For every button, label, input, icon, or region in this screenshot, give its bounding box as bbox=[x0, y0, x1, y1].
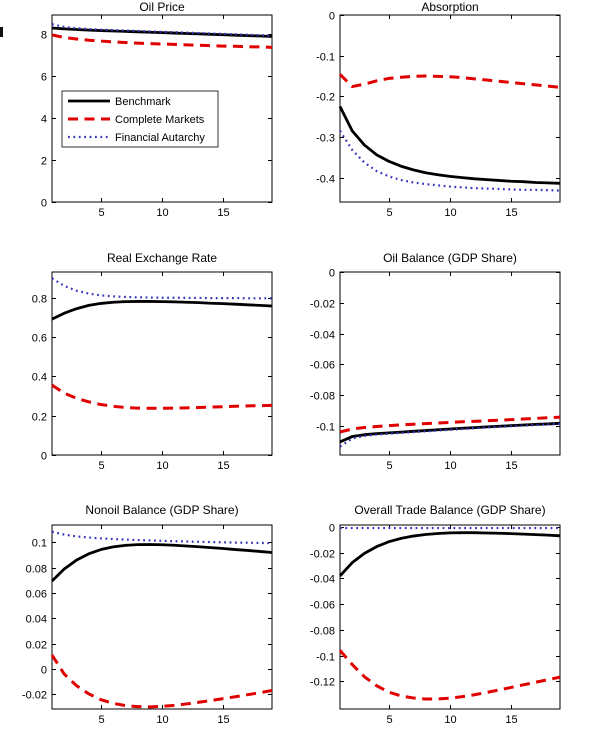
y-tick-label: 0 bbox=[329, 11, 335, 23]
series-line-financial_autarchy bbox=[51, 23, 273, 37]
legend-label-benchmark: Benchmark bbox=[115, 96, 171, 108]
x-tick-label: 10 bbox=[444, 460, 456, 472]
x-tick-label: 15 bbox=[217, 714, 229, 726]
series-line-financial_autarchy bbox=[339, 130, 561, 192]
legend-label-financial_autarchy: Financial Autarchy bbox=[115, 132, 205, 144]
plot-box bbox=[51, 524, 273, 710]
chart-absorption: 5 10 15 0 -0.1 -0.2 -0.3 -0.4 bbox=[300, 0, 600, 235]
y-tick-label: 0.8 bbox=[32, 294, 47, 306]
series-line-complete_markets bbox=[51, 33, 273, 49]
chart-svg-absorption: 5 10 15 0 -0.1 -0.2 -0.3 -0.4 bbox=[316, 11, 561, 219]
series-line-complete_markets bbox=[50, 654, 273, 709]
x-tick-label: 5 bbox=[98, 714, 104, 726]
chart-oil-balance: 5 10 15 0 -0.02 -0.04 -0.06 -0.08 -0.1 bbox=[300, 240, 600, 475]
x-tick-label: 15 bbox=[217, 460, 229, 472]
series-line-benchmark bbox=[338, 531, 561, 577]
series-line-complete_markets bbox=[339, 415, 561, 434]
y-tick-label: 0 bbox=[41, 665, 47, 677]
y-tick-label: 6 bbox=[41, 72, 47, 84]
y-tick-label: -0.1 bbox=[316, 652, 335, 664]
y-tick-label: -0.06 bbox=[310, 600, 335, 612]
y-tick-label: -0.4 bbox=[316, 174, 335, 186]
x-tick-label: 15 bbox=[505, 714, 517, 726]
chart-title-real-exchange-rate: Real Exchange Rate bbox=[106, 251, 218, 265]
legend-label-complete_markets: Complete Markets bbox=[115, 114, 205, 126]
chart-svg-overall-trade-balance: 5 10 15 0 -0.02 -0.04 -0.06 -0.08 -0.1 -0.12 bbox=[310, 523, 561, 726]
chart-real-exchange-rate: 5 10 15 0 0.2 0.4 0.6 0.8 bbox=[0, 240, 300, 475]
series-line-financial_autarchy bbox=[51, 277, 272, 300]
chart-oil-price: 5 10 15 0 2 4 6 8 Benchmark Complete Markets Finan… bbox=[0, 0, 300, 235]
chart-svg-nonoil-balance: 5 10 15 0.1 0.08 0.06 0.04 0.02 0 -0.02 bbox=[22, 524, 273, 726]
y-tick-label: -0.12 bbox=[310, 677, 335, 689]
x-tick-label: 10 bbox=[156, 460, 168, 472]
y-tick-label: -0.02 bbox=[310, 549, 335, 561]
series-line-benchmark bbox=[51, 300, 273, 321]
chart-nonoil-balance: 5 10 15 0.1 0.08 0.06 0.04 0.02 0 -0.02 bbox=[0, 480, 300, 742]
y-tick-label: -0.04 bbox=[310, 574, 335, 586]
y-tick-label: 0.6 bbox=[32, 333, 47, 345]
chart-title-oil-price: Oil Price bbox=[139, 0, 185, 14]
y-tick-label: 0.02 bbox=[26, 640, 47, 652]
y-tick-label: 2 bbox=[41, 156, 47, 168]
x-tick-label: 5 bbox=[386, 207, 392, 219]
x-tick-label: 5 bbox=[98, 460, 104, 472]
y-tick-label: -0.1 bbox=[316, 52, 335, 64]
plot-box bbox=[339, 524, 561, 710]
chart-title-overall-trade-balance: Overall Trade Balance (GDP Share) bbox=[354, 503, 546, 517]
x-tick-label: 15 bbox=[505, 207, 517, 219]
chart-title-nonoil-balance: Nonoil Balance (GDP Share) bbox=[85, 503, 239, 517]
series-line-complete_markets bbox=[338, 649, 561, 701]
y-tick-label: -0.08 bbox=[310, 626, 335, 638]
x-tick-label: 5 bbox=[386, 714, 392, 726]
y-tick-label: -0.08 bbox=[310, 391, 335, 403]
y-tick-label: 0 bbox=[329, 268, 335, 280]
x-tick-label: 10 bbox=[444, 207, 456, 219]
x-tick-label: 5 bbox=[386, 460, 392, 472]
y-tick-label: 0 bbox=[41, 198, 47, 210]
y-tick-label: -0.04 bbox=[310, 330, 335, 342]
y-tick-label: 8 bbox=[41, 30, 47, 42]
y-tick-label: 0.4 bbox=[32, 372, 47, 384]
chart-title-absorption: Absorption bbox=[421, 0, 479, 14]
y-tick-label: -0.1 bbox=[316, 422, 335, 434]
x-tick-label: 15 bbox=[505, 460, 517, 472]
x-tick-label: 15 bbox=[217, 207, 229, 219]
y-tick-label: 0.2 bbox=[32, 412, 47, 424]
y-tick-label: -0.06 bbox=[310, 360, 335, 372]
series-line-financial_autarchy bbox=[339, 422, 561, 448]
chart-svg-oil-balance: 5 10 15 0 -0.02 -0.04 -0.06 -0.08 -0.1 bbox=[310, 268, 561, 472]
y-tick-label: 0.04 bbox=[26, 614, 47, 626]
y-tick-label: 0.08 bbox=[26, 564, 47, 576]
legend-box: Benchmark Complete Markets Financial Autar… bbox=[61, 90, 219, 148]
plot-box bbox=[339, 14, 561, 203]
series-line-benchmark bbox=[51, 543, 273, 583]
x-tick-label: 10 bbox=[156, 207, 168, 219]
y-tick-label: 4 bbox=[41, 114, 47, 126]
series-line-benchmark bbox=[338, 105, 561, 185]
scan-artifact-mark bbox=[0, 27, 3, 37]
y-tick-label: 0.1 bbox=[32, 538, 47, 550]
chart-svg-real-exchange-rate: 5 10 15 0 0.2 0.4 0.6 0.8 bbox=[32, 271, 273, 472]
x-tick-label: 10 bbox=[156, 714, 168, 726]
chart-overall-trade-balance: 5 10 15 0 -0.02 -0.04 -0.06 -0.08 -0.1 -0.12 bbox=[300, 480, 600, 742]
y-tick-label: 0 bbox=[41, 451, 47, 463]
x-tick-label: 10 bbox=[444, 714, 456, 726]
plot-box bbox=[51, 271, 273, 456]
series-line-complete_markets bbox=[338, 73, 561, 89]
series-line-financial_autarchy bbox=[51, 530, 273, 545]
series-line-complete_markets bbox=[51, 383, 273, 410]
y-tick-label: -0.3 bbox=[316, 133, 335, 145]
chart-title-oil-balance: Oil Balance (GDP Share) bbox=[383, 251, 517, 265]
y-tick-label: 0.06 bbox=[26, 589, 47, 601]
y-tick-label: 0 bbox=[329, 523, 335, 535]
y-tick-label: -0.02 bbox=[22, 690, 47, 702]
y-tick-label: -0.02 bbox=[310, 299, 335, 311]
chart-svg-oil-price: 5 10 15 0 2 4 6 8 Benchmark Complete Markets Finan… bbox=[41, 14, 273, 219]
y-tick-label: -0.2 bbox=[316, 92, 335, 104]
x-tick-label: 5 bbox=[98, 207, 104, 219]
